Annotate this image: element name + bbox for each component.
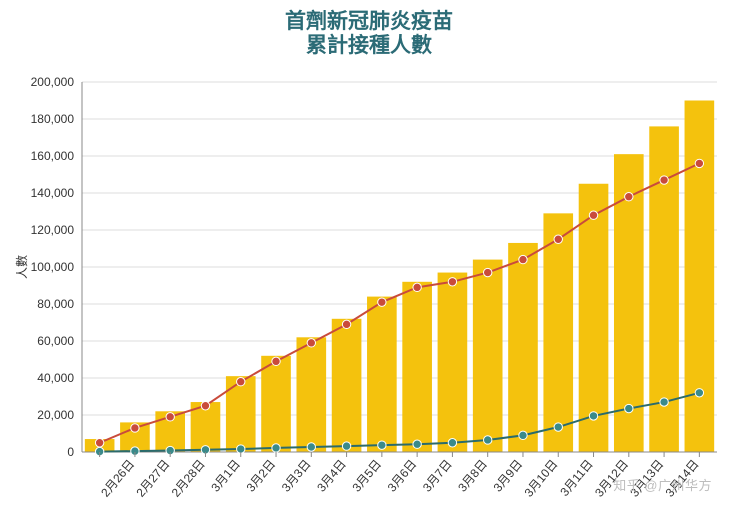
series-red-marker bbox=[660, 176, 668, 184]
series-red-marker bbox=[695, 159, 703, 167]
y-tick-label: 20,000 bbox=[37, 408, 74, 422]
y-tick-label: 200,000 bbox=[31, 76, 75, 89]
x-tick-label: 3月8日 bbox=[455, 457, 490, 495]
series-teal-marker bbox=[272, 444, 280, 452]
series-teal-marker bbox=[237, 445, 245, 453]
series-red-marker bbox=[201, 402, 209, 410]
series-red-marker bbox=[625, 193, 633, 201]
bar bbox=[332, 319, 362, 452]
series-red-line bbox=[100, 164, 700, 443]
y-tick-label: 0 bbox=[67, 445, 74, 459]
x-tick-label: 3月4日 bbox=[314, 457, 349, 495]
x-tick-label: 2月28日 bbox=[169, 457, 208, 500]
series-teal-marker bbox=[378, 441, 386, 449]
x-tick-label: 3月12日 bbox=[592, 457, 631, 500]
series-red-marker bbox=[237, 378, 245, 386]
series-teal-marker bbox=[589, 412, 597, 420]
series-teal-marker bbox=[448, 439, 456, 447]
chart-svg: 0 20,000 40,000 60,000 80,000 100,000 120,000 1… bbox=[12, 76, 726, 516]
chart-title-line2: 累計接種人數 bbox=[0, 34, 738, 58]
series-teal-marker bbox=[413, 440, 421, 448]
y-tick-label: 180,000 bbox=[31, 112, 75, 126]
chart-title-line1: 首劑新冠肺炎疫苗 bbox=[0, 10, 738, 34]
series-red-marker bbox=[378, 298, 386, 306]
series-teal-marker bbox=[483, 436, 491, 444]
x-tick-label: 3月10日 bbox=[522, 457, 561, 500]
bar bbox=[226, 376, 256, 452]
series-red-marker bbox=[95, 439, 103, 447]
series-teal-marker bbox=[307, 443, 315, 451]
series-red-marker bbox=[166, 413, 174, 421]
x-tick-label: 3月6日 bbox=[385, 457, 420, 495]
bar bbox=[402, 282, 432, 452]
bar bbox=[473, 260, 503, 452]
series-teal-marker bbox=[519, 431, 527, 439]
bar bbox=[438, 273, 468, 452]
series-red-marker bbox=[554, 235, 562, 243]
x-tick-label: 3月7日 bbox=[420, 457, 455, 495]
y-tick-label: 160,000 bbox=[31, 149, 75, 163]
bar bbox=[685, 101, 715, 453]
y-tick-label: 100,000 bbox=[31, 260, 75, 274]
series-red-marker bbox=[448, 278, 456, 286]
bar bbox=[261, 356, 291, 452]
y-tick-label: 40,000 bbox=[37, 371, 74, 385]
series-teal-line bbox=[100, 393, 700, 452]
y-tick-label: 80,000 bbox=[37, 297, 74, 311]
x-tick-label: 3月5日 bbox=[349, 457, 384, 495]
series-red-marker bbox=[307, 339, 315, 347]
series-red-marker bbox=[131, 424, 139, 432]
series-teal-marker bbox=[554, 423, 562, 431]
y-tick-label: 140,000 bbox=[31, 186, 75, 200]
series-red-marker bbox=[342, 320, 350, 328]
series-teal-marker bbox=[660, 398, 668, 406]
series-red-marker bbox=[589, 211, 597, 219]
series-red-marker bbox=[519, 256, 527, 264]
x-tick-label: 2月27日 bbox=[133, 457, 172, 500]
series-red-marker bbox=[413, 283, 421, 291]
y-tick-label: 60,000 bbox=[37, 334, 74, 348]
bar bbox=[508, 243, 538, 452]
chart-container: 0 20,000 40,000 60,000 80,000 100,000 120,000 1… bbox=[12, 76, 726, 516]
chart-title: 首劑新冠肺炎疫苗 累計接種人數 bbox=[0, 10, 738, 58]
bar bbox=[296, 338, 326, 453]
x-tick-label: 3月11日 bbox=[557, 457, 595, 499]
x-tick-label: 3月3日 bbox=[279, 457, 314, 495]
bar bbox=[367, 297, 397, 452]
series-red-marker bbox=[483, 269, 491, 277]
bar bbox=[543, 214, 573, 453]
series-teal-marker bbox=[695, 389, 703, 397]
x-tick-label: 3月13日 bbox=[627, 457, 666, 500]
y-axis-label: 人數 bbox=[15, 255, 29, 279]
x-tick-label: 3月2日 bbox=[244, 457, 279, 495]
x-tick-label: 3月1日 bbox=[208, 457, 243, 495]
x-tick-label: 3月14日 bbox=[663, 457, 702, 500]
y-tick-label: 120,000 bbox=[31, 223, 75, 237]
series-red-marker bbox=[272, 357, 280, 365]
x-tick-label: 3月9日 bbox=[491, 457, 526, 495]
series-teal-marker bbox=[342, 442, 350, 450]
series-teal-marker bbox=[625, 405, 633, 413]
x-tick-label: 2月26日 bbox=[98, 457, 137, 500]
